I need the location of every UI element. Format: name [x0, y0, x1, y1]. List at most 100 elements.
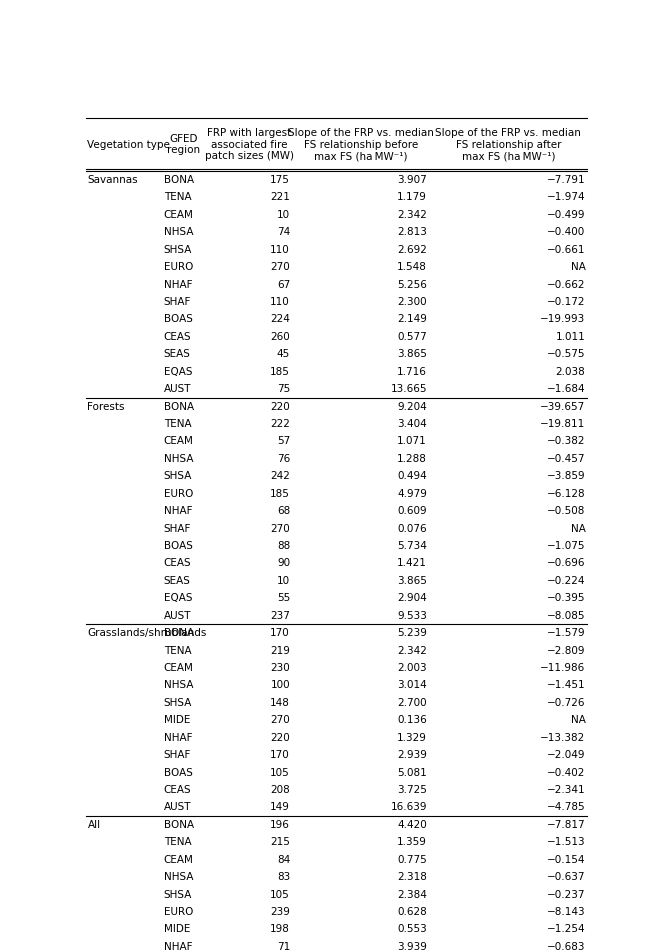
Text: SHSA: SHSA: [164, 698, 192, 708]
Text: −6.128: −6.128: [547, 489, 586, 498]
Text: 2.342: 2.342: [397, 210, 427, 220]
Text: −0.499: −0.499: [547, 210, 586, 220]
Text: Slope of the FRP vs. median
FS relationship after
max FS (ha MW⁻¹): Slope of the FRP vs. median FS relations…: [436, 127, 581, 161]
Text: −39.657: −39.657: [540, 401, 586, 412]
Text: EQAS: EQAS: [164, 367, 192, 377]
Text: 1.288: 1.288: [397, 454, 427, 464]
Text: CEAS: CEAS: [164, 785, 191, 795]
Text: 260: 260: [271, 332, 290, 341]
Text: NHAF: NHAF: [164, 280, 192, 289]
Text: CEAM: CEAM: [164, 210, 193, 220]
Text: −0.575: −0.575: [547, 349, 586, 359]
Text: −0.382: −0.382: [547, 437, 586, 446]
Text: 3.907: 3.907: [398, 175, 427, 184]
Text: 2.038: 2.038: [555, 367, 586, 377]
Text: −0.154: −0.154: [547, 855, 586, 864]
Text: Forests: Forests: [88, 401, 125, 412]
Text: 2.384: 2.384: [397, 889, 427, 900]
Text: 270: 270: [271, 262, 290, 272]
Text: 149: 149: [270, 803, 290, 812]
Text: SHSA: SHSA: [164, 472, 192, 481]
Text: −0.662: −0.662: [547, 280, 586, 289]
Text: EQAS: EQAS: [164, 593, 192, 603]
Text: 1.421: 1.421: [397, 558, 427, 569]
Text: −2.049: −2.049: [547, 750, 586, 760]
Text: SEAS: SEAS: [164, 349, 191, 359]
Text: 239: 239: [270, 907, 290, 917]
Text: −1.075: −1.075: [547, 541, 586, 551]
Text: AUST: AUST: [164, 384, 191, 394]
Text: 45: 45: [277, 349, 290, 359]
Text: SHSA: SHSA: [164, 244, 192, 255]
Text: 3.404: 3.404: [398, 419, 427, 429]
Text: BONA: BONA: [164, 628, 194, 638]
Text: −1.451: −1.451: [547, 680, 586, 690]
Text: AUST: AUST: [164, 803, 191, 812]
Text: −0.237: −0.237: [547, 889, 586, 900]
Text: 4.420: 4.420: [398, 820, 427, 830]
Text: 75: 75: [277, 384, 290, 394]
Text: 105: 105: [271, 767, 290, 778]
Text: 242: 242: [270, 472, 290, 481]
Text: −0.726: −0.726: [547, 698, 586, 708]
Text: −0.683: −0.683: [547, 941, 586, 951]
Text: 3.939: 3.939: [397, 941, 427, 951]
Text: 208: 208: [271, 785, 290, 795]
Text: SHAF: SHAF: [164, 523, 191, 534]
Text: −0.402: −0.402: [547, 767, 586, 778]
Text: −0.400: −0.400: [547, 227, 586, 237]
Text: −8.143: −8.143: [547, 907, 586, 917]
Text: 185: 185: [270, 489, 290, 498]
Text: 221: 221: [270, 192, 290, 203]
Text: 5.256: 5.256: [397, 280, 427, 289]
Text: 170: 170: [271, 628, 290, 638]
Text: 224: 224: [270, 315, 290, 324]
Text: TENA: TENA: [164, 837, 191, 847]
Text: 270: 270: [271, 715, 290, 726]
Text: BOAS: BOAS: [164, 315, 193, 324]
Text: 148: 148: [270, 698, 290, 708]
Text: 16.639: 16.639: [390, 803, 427, 812]
Text: NHAF: NHAF: [164, 941, 192, 951]
Text: 270: 270: [271, 523, 290, 534]
Text: AUST: AUST: [164, 611, 191, 621]
Text: 83: 83: [277, 872, 290, 883]
Text: NA: NA: [571, 715, 586, 726]
Text: 1.359: 1.359: [397, 837, 427, 847]
Text: 2.939: 2.939: [397, 750, 427, 760]
Text: 1.329: 1.329: [397, 732, 427, 743]
Text: −1.684: −1.684: [547, 384, 586, 394]
Text: 68: 68: [277, 506, 290, 516]
Text: All: All: [88, 820, 101, 830]
Text: −7.791: −7.791: [547, 175, 586, 184]
Text: NHSA: NHSA: [164, 872, 193, 883]
Text: −0.508: −0.508: [547, 506, 586, 516]
Text: −0.172: −0.172: [547, 297, 586, 307]
Text: −0.395: −0.395: [547, 593, 586, 603]
Text: 2.318: 2.318: [397, 872, 427, 883]
Text: 2.813: 2.813: [397, 227, 427, 237]
Text: 74: 74: [277, 227, 290, 237]
Text: 55: 55: [277, 593, 290, 603]
Text: 0.553: 0.553: [398, 924, 427, 934]
Text: Vegetation type: Vegetation type: [88, 140, 170, 149]
Text: 2.342: 2.342: [397, 646, 427, 655]
Text: −13.382: −13.382: [540, 732, 586, 743]
Text: BONA: BONA: [164, 820, 194, 830]
Text: 110: 110: [271, 297, 290, 307]
Text: BOAS: BOAS: [164, 541, 193, 551]
Text: 3.865: 3.865: [397, 349, 427, 359]
Text: 10: 10: [277, 575, 290, 586]
Text: 215: 215: [270, 837, 290, 847]
Text: EURO: EURO: [164, 262, 193, 272]
Text: GFED
region: GFED region: [167, 134, 200, 155]
Text: CEAM: CEAM: [164, 663, 193, 673]
Text: 88: 88: [277, 541, 290, 551]
Text: 230: 230: [271, 663, 290, 673]
Text: 110: 110: [271, 244, 290, 255]
Text: 0.577: 0.577: [398, 332, 427, 341]
Text: 198: 198: [270, 924, 290, 934]
Text: −3.859: −3.859: [547, 472, 586, 481]
Text: BONA: BONA: [164, 401, 194, 412]
Text: 220: 220: [271, 401, 290, 412]
